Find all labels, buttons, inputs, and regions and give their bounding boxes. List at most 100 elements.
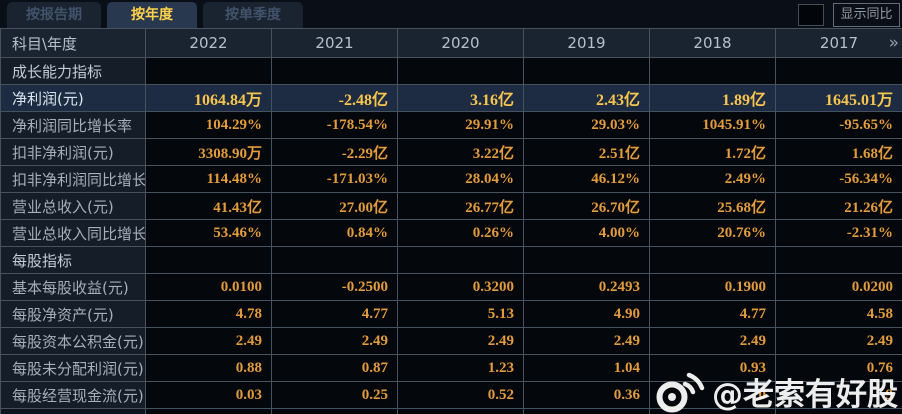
data-row: 每股资本公积金(元) 2.49 2.49 2.49 2.49 2.49 2.49	[0, 327, 902, 355]
data-cell: 25.68亿	[649, 192, 776, 220]
data-cell: 26.77亿	[397, 192, 524, 220]
row-label: 每股资本公积金(元)	[0, 327, 146, 355]
data-cell: 5.13	[397, 300, 524, 328]
data-cell: 1.89亿	[649, 84, 776, 112]
data-cell: 0.36	[523, 381, 650, 409]
data-cell	[397, 246, 524, 274]
data-cell	[145, 57, 272, 85]
data-cell: 1045.91%	[649, 111, 776, 139]
row-label: 扣非净利润同比增长率	[0, 165, 146, 193]
data-cell: 3308.90万	[145, 138, 272, 166]
financial-table: 科目\年度 2022 2021 2020 2019 2018 2017 » 成长…	[0, 28, 902, 414]
data-cell: 2.51亿	[523, 138, 650, 166]
data-cell: 114.48%	[145, 165, 272, 193]
data-cell: -2.31%	[775, 219, 902, 247]
corner-header: 科目\年度	[0, 28, 146, 58]
data-cell: 4.78	[145, 300, 272, 328]
data-cell: 2.49	[523, 327, 650, 355]
year-column-header-2020: 2020	[397, 28, 524, 58]
data-cell: 9	[775, 381, 902, 409]
data-cell	[775, 246, 902, 274]
data-cell	[649, 57, 776, 85]
data-cell: 1.04	[523, 354, 650, 382]
data-row: 营业总收入同比增长率53.46%0.84%0.26%4.00%20.76%-2.…	[0, 219, 902, 247]
data-cell	[523, 57, 650, 85]
data-cell: 29.03%	[523, 111, 650, 139]
show-yoy-button[interactable]: 显示同比	[833, 3, 900, 27]
data-cell: 0.0200	[775, 273, 902, 301]
row-label: 营业总收入同比增长率	[0, 219, 146, 247]
data-cell: 53.46%	[145, 219, 272, 247]
data-cell: 0.84%	[271, 219, 398, 247]
tab-by-quarter[interactable]: 按单季度	[203, 2, 303, 28]
data-cell: 28.04%	[397, 165, 524, 193]
row-label: 净利润同比增长率	[0, 111, 146, 139]
show-yoy-checkbox[interactable]	[798, 4, 824, 26]
data-cell: 3.16亿	[397, 84, 524, 112]
data-cell: 1.23	[397, 354, 524, 382]
data-cell: 2.49	[649, 327, 776, 355]
data-cell: 27.00亿	[271, 192, 398, 220]
data-cell: 0.26%	[397, 219, 524, 247]
data-cell: 46.12%	[523, 165, 650, 193]
data-cell: 26.70亿	[523, 192, 650, 220]
row-label: 基本每股收益(元)	[0, 273, 146, 301]
data-cell: 2.49	[271, 327, 398, 355]
data-cell: 2.49%	[649, 165, 776, 193]
data-cell: 104.29%	[145, 111, 272, 139]
data-row: 营业总收入(元) 41.43亿 27.00亿 26.77亿 26.70亿 25.68亿 21…	[0, 192, 902, 220]
data-cell: 1.72亿	[649, 138, 776, 166]
data-cell: 0.0100	[145, 273, 272, 301]
row-label: 营业总收入(元)	[0, 192, 146, 220]
data-cell: 1064.84万	[145, 84, 272, 112]
data-cell: 0.03	[145, 381, 272, 409]
data-cell: -178.54%	[271, 111, 398, 139]
data-cell: 0.52	[397, 381, 524, 409]
table-header-row: 科目\年度 2022 2021 2020 2019 2018 2017 »	[0, 28, 902, 58]
data-cell: -0.2500	[271, 273, 398, 301]
data-row: 净利润同比增长率 104.29% -178.54% 29.91% 29.03% 1045.…	[0, 111, 902, 139]
row-label: 每股经营现金流(元)	[0, 381, 146, 409]
data-cell	[271, 57, 398, 85]
data-row: 基本每股收益(元) 0.0100 -0.2500 0.3200 0.2493 0.1900…	[0, 273, 902, 301]
data-cell: 0.93	[649, 354, 776, 382]
data-cell: 2.49	[397, 327, 524, 355]
row-label: 每股指标	[0, 246, 146, 274]
row-label: 每股净资产(元)	[0, 300, 146, 328]
data-cell: 4.90	[523, 300, 650, 328]
tab-bar: 按报告期 按年度 按单季度 显示同比	[0, 0, 902, 28]
data-cell: 1.68亿	[775, 138, 902, 166]
tab-by-report-period[interactable]: 按报告期	[7, 2, 101, 28]
data-cell	[649, 246, 776, 274]
data-cell	[271, 246, 398, 274]
data-row: 净利润(元) 1064.84万 -2.48亿 3.16亿 2.43亿 1.89亿 1645.…	[0, 84, 902, 112]
data-cell: 0.88	[145, 354, 272, 382]
data-cell	[145, 246, 272, 274]
data-cell: 0	[649, 381, 776, 409]
row-label: 扣非净利润(元)	[0, 138, 146, 166]
row-label: 成长能力指标	[0, 57, 146, 85]
data-row: 每股净资产(元) 4.78 4.77 5.13 4.90 4.77 4.58	[0, 300, 902, 328]
more-columns-icon[interactable]: »	[888, 33, 900, 53]
data-cell: 0.3200	[397, 273, 524, 301]
tab-by-year[interactable]: 按年度	[107, 2, 197, 28]
data-cell: 4.00%	[523, 219, 650, 247]
data-cell: -95.65%	[775, 111, 902, 139]
year-column-header-2018: 2018	[649, 28, 776, 58]
data-cell: -2.48亿	[271, 84, 398, 112]
data-cell: 0.1900	[649, 273, 776, 301]
data-cell: 0.87	[271, 354, 398, 382]
data-cell	[523, 246, 650, 274]
data-cell: 0.76	[775, 354, 902, 382]
year-label: 2017	[819, 34, 859, 52]
data-row: 扣非净利润同比增长率114.48%-171.03%28.04%46.12%2.4…	[0, 165, 902, 193]
data-cell: 20.76%	[649, 219, 776, 247]
data-cell: 1645.01万	[775, 84, 902, 112]
data-cell: 2.49	[775, 327, 902, 355]
year-column-header-2017: 2017 »	[775, 28, 902, 58]
table-body: 成长能力指标 净利润(元) 1064.84万 -2.48亿 3.16亿 2.43亿 1.89…	[0, 57, 902, 414]
data-cell: 4.58	[775, 300, 902, 328]
data-cell: 2.43亿	[523, 84, 650, 112]
data-cell: -56.34%	[775, 165, 902, 193]
data-cell: 29.91%	[397, 111, 524, 139]
